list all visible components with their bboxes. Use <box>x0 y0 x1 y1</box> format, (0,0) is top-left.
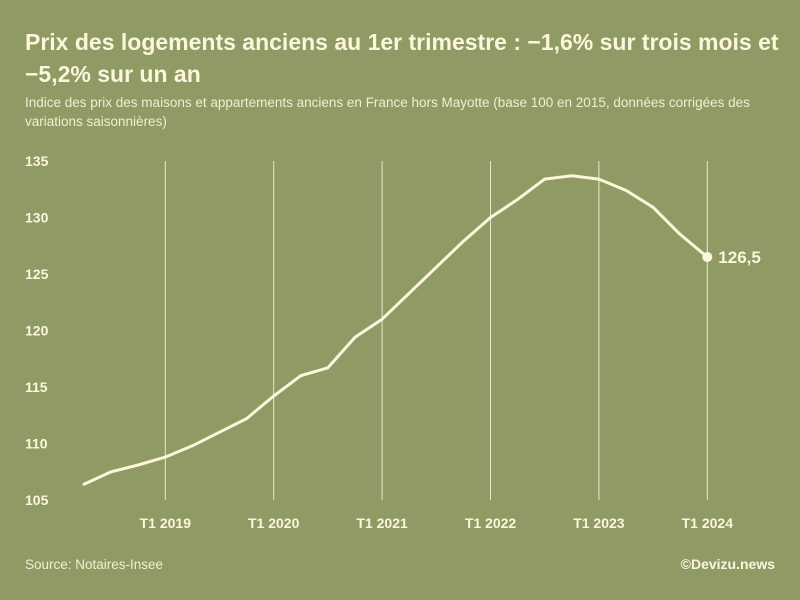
y-tick-label: 115 <box>25 379 48 395</box>
x-tick-label: T1 2019 <box>140 515 192 531</box>
source-note: Source: Notaires-Insee <box>25 557 164 572</box>
x-tick-label: T1 2023 <box>573 515 625 531</box>
y-tick-label: 130 <box>25 210 49 226</box>
x-tick-label: T1 2020 <box>248 515 300 531</box>
x-tick-label: T1 2024 <box>682 515 734 531</box>
x-axis-ticks: T1 2019 T1 2020 T1 2021 T1 2022 T1 2023 T1 20… <box>140 515 734 531</box>
y-tick-label: 110 <box>25 436 48 452</box>
brand-credit: ©Devizu.news <box>680 556 775 572</box>
x-tick-label: T1 2022 <box>465 515 517 531</box>
y-tick-label: 120 <box>25 323 49 339</box>
y-tick-label: 125 <box>25 266 49 282</box>
y-axis-ticks: 105 110 115 120 125 130 135 <box>25 153 49 508</box>
chart-title: Prix des logements anciens au 1er trimes… <box>25 29 779 87</box>
series-layer: 126,5 <box>82 174 761 486</box>
chart-subtitle: Indice des prix des maisons et apparteme… <box>25 95 750 129</box>
x-tick-label: T1 2021 <box>356 515 408 531</box>
gridlines <box>164 161 708 500</box>
y-tick-label: 105 <box>25 492 49 508</box>
end-value-label: 126,5 <box>718 248 761 267</box>
series-line <box>82 174 709 486</box>
y-tick-label: 135 <box>25 153 49 169</box>
end-point-marker <box>702 252 713 263</box>
